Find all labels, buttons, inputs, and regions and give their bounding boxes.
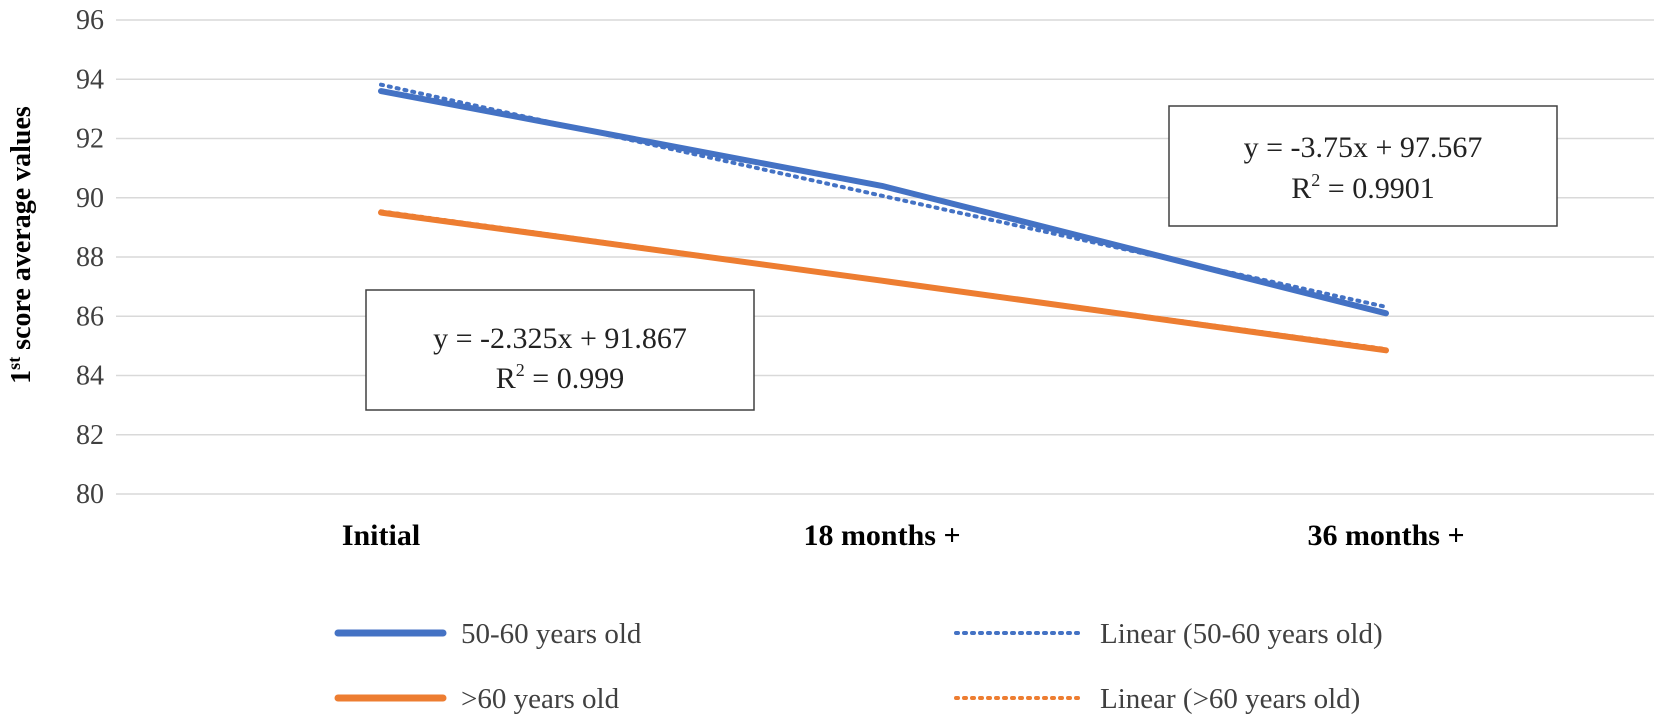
y-axis-ticks: 80 82 84 86 88 90 92 94 96 [76,5,104,510]
data-point [881,185,883,187]
data-point [380,212,382,214]
x-tick-label: Initial [342,519,420,552]
data-point [881,280,883,282]
data-point [380,90,382,92]
y-axis-label: 1st score average values [4,106,37,384]
r-squared-text: R2 = 0.9901 [1291,170,1434,205]
legend-item-50-60: 50-60 years old [334,618,642,650]
legend: 50-60 years old Linear (50-60 years old)… [334,618,1383,715]
equation-text: y = -2.325x + 91.867 [433,322,687,355]
trendline-equation-box-younger: y = -3.75x + 97.567 R2 = 0.9901 [1168,105,1558,227]
data-point [1385,349,1387,351]
y-tick-label: 92 [76,124,104,155]
y-tick-label: 84 [76,361,104,392]
y-tick-label: 88 [76,242,104,273]
equation-text: y = -3.75x + 97.567 [1244,131,1483,164]
legend-label: Linear (50-60 years old) [1100,618,1383,650]
legend-item-linear-50-60: Linear (50-60 years old) [954,618,1383,650]
y-tick-label: 86 [76,301,104,332]
y-tick-label: 94 [76,64,104,95]
data-point [1385,312,1387,314]
x-tick-label: 18 months + [803,519,960,552]
legend-label: Linear (>60 years old) [1100,683,1360,715]
x-tick-label: 36 months + [1307,519,1464,552]
legend-item-over-60: >60 years old [334,683,620,715]
grid [116,19,1654,495]
r-squared-text: R2 = 0.999 [496,360,624,395]
legend-item-linear-over-60: Linear (>60 years old) [954,683,1360,715]
y-tick-label: 80 [76,479,104,510]
trendline-equation-box-older: y = -2.325x + 91.867 R2 = 0.999 [365,289,755,411]
y-tick-label: 82 [76,420,104,451]
y-tick-label: 90 [76,183,104,214]
series [378,82,1389,354]
legend-label: >60 years old [461,683,620,715]
y-tick-label: 96 [76,5,104,36]
legend-label: 50-60 years old [461,618,642,650]
x-axis-ticks: Initial 18 months + 36 months + [342,519,1465,552]
